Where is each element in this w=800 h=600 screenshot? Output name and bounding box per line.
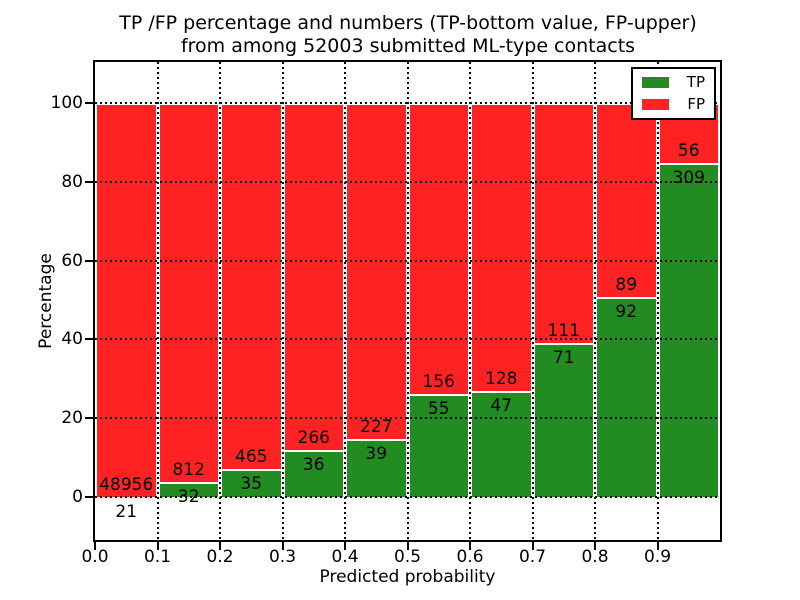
x-tick-mark bbox=[594, 542, 596, 550]
chart-title-line2: from among 52003 submitted ML-type conta… bbox=[180, 35, 636, 57]
fp-count-label: 266 bbox=[297, 428, 330, 449]
fp-count-label: 465 bbox=[235, 447, 268, 468]
x-tick-label: 0.7 bbox=[518, 547, 547, 567]
horizontal-gridline bbox=[95, 259, 720, 262]
x-tick-mark bbox=[281, 542, 284, 550]
fp-count-label: 156 bbox=[422, 372, 455, 393]
vertical-gridline bbox=[531, 62, 534, 540]
fp-count-label: 48956 bbox=[99, 474, 154, 495]
x-axis-label: Predicted probability bbox=[319, 567, 496, 587]
y-tick-mark bbox=[85, 496, 93, 499]
x-tick-mark bbox=[344, 542, 346, 550]
bar-fp-segment bbox=[157, 102, 220, 483]
vertical-gridline bbox=[281, 62, 284, 540]
x-tick-mark bbox=[656, 542, 659, 550]
vertical-gridline bbox=[344, 62, 346, 540]
vertical-gridline bbox=[406, 62, 409, 540]
x-tick-mark bbox=[531, 542, 534, 550]
y-tick-label: 60 bbox=[61, 250, 83, 271]
x-tick-label: 0.3 bbox=[268, 547, 297, 567]
bar-fp-segment bbox=[95, 102, 158, 497]
bar-tp-segment bbox=[407, 394, 470, 498]
horizontal-gridline bbox=[95, 180, 720, 183]
vertical-gridline bbox=[156, 62, 159, 540]
x-tick-label: 0.5 bbox=[393, 547, 422, 567]
legend-label-tp: TP bbox=[686, 73, 705, 91]
x-tick-mark bbox=[219, 542, 221, 550]
bar-tp-segment bbox=[282, 450, 345, 498]
x-tick-label: 0.1 bbox=[143, 547, 172, 567]
y-tick-label: 20 bbox=[61, 408, 83, 429]
horizontal-gridline bbox=[95, 496, 720, 499]
horizontal-gridline bbox=[95, 417, 720, 420]
legend-label-fp: FP bbox=[687, 95, 705, 113]
vertical-gridline bbox=[656, 62, 659, 540]
fp-color-swatch bbox=[642, 99, 669, 110]
vertical-gridline bbox=[594, 62, 596, 540]
legend: TP FP bbox=[631, 67, 716, 120]
tp-count-label: 47 bbox=[490, 396, 513, 417]
tp-count-label: 35 bbox=[240, 474, 263, 495]
x-tick-label: 0.9 bbox=[643, 547, 672, 567]
horizontal-gridline bbox=[95, 101, 720, 104]
y-tick-label: 100 bbox=[50, 92, 83, 113]
y-tick-label: 40 bbox=[61, 329, 83, 350]
tp-count-label: 39 bbox=[365, 444, 388, 465]
x-tick-mark bbox=[406, 542, 409, 550]
plot-area: TP FP 48956 21 812 32 465 35 266 36 227 39 156 55 12… bbox=[95, 62, 720, 540]
tp-count-label: 55 bbox=[427, 399, 450, 420]
tp-count-label: 32 bbox=[177, 487, 200, 508]
y-tick-mark bbox=[85, 417, 93, 420]
y-tick-mark bbox=[85, 259, 93, 262]
y-tick-label: 80 bbox=[61, 171, 83, 192]
bar-tp-segment bbox=[595, 296, 658, 498]
x-tick-label: 0.6 bbox=[456, 547, 484, 567]
x-tick-label: 0.8 bbox=[581, 547, 609, 567]
horizontal-gridline bbox=[95, 338, 720, 341]
legend-item-tp: TP bbox=[642, 75, 705, 90]
tp-count-label: 71 bbox=[552, 348, 575, 369]
tp-count-label: 92 bbox=[615, 301, 638, 322]
bar-fp-segment bbox=[470, 102, 533, 392]
y-tick-label: 0 bbox=[72, 487, 83, 508]
chart-title-line1: TP /FP percentage and numbers (TP-bottom… bbox=[119, 12, 697, 34]
legend-item-fp: FP bbox=[642, 97, 705, 112]
bar-fp-segment bbox=[407, 102, 470, 395]
y-tick-mark bbox=[85, 180, 93, 183]
y-tick-mark bbox=[85, 338, 93, 341]
tp-count-label: 309 bbox=[672, 168, 705, 189]
y-tick-mark bbox=[85, 101, 93, 104]
x-tick-mark bbox=[156, 542, 159, 550]
fp-count-label: 812 bbox=[172, 460, 205, 481]
vertical-gridline bbox=[219, 62, 221, 540]
fp-count-label: 89 bbox=[615, 274, 638, 295]
x-tick-label: 0.0 bbox=[81, 547, 109, 567]
vertical-gridline bbox=[469, 62, 471, 540]
bar-tp-segment bbox=[657, 163, 720, 498]
fp-count-label: 111 bbox=[547, 321, 580, 342]
x-tick-label: 0.4 bbox=[331, 547, 359, 567]
tp-count-label: 21 bbox=[115, 501, 138, 522]
tp-count-label: 36 bbox=[302, 455, 325, 476]
bar-fp-segment bbox=[220, 102, 283, 470]
fp-count-label: 56 bbox=[677, 141, 700, 162]
fp-count-label: 227 bbox=[360, 417, 393, 438]
x-tick-mark bbox=[94, 542, 96, 550]
tp-color-swatch bbox=[642, 77, 669, 88]
x-tick-label: 0.2 bbox=[206, 547, 234, 567]
fp-count-label: 128 bbox=[485, 369, 518, 390]
bar-fp-segment bbox=[595, 102, 658, 297]
bar-fp-segment bbox=[282, 102, 345, 451]
x-tick-mark bbox=[469, 542, 471, 550]
